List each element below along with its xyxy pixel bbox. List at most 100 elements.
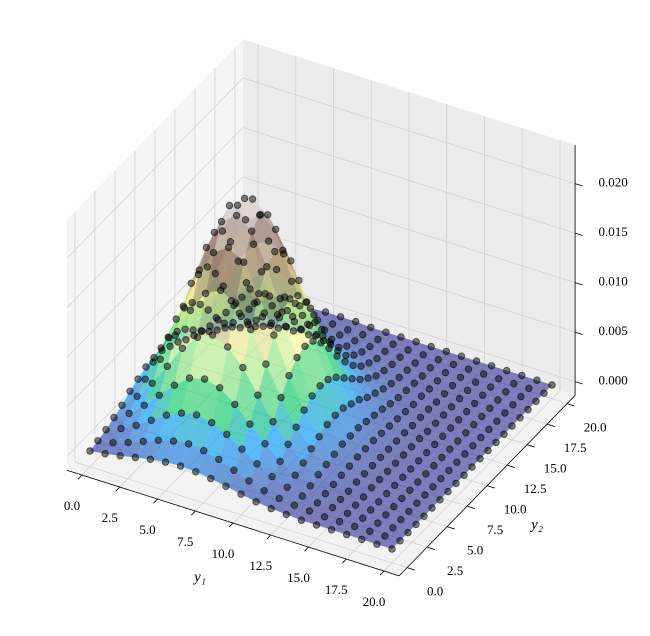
surface-patch (427, 423, 451, 437)
surface-patch (273, 397, 297, 445)
data-point (315, 433, 323, 441)
data-point (311, 318, 319, 327)
data-point (184, 440, 193, 448)
surface-patch (361, 362, 385, 376)
data-point (148, 379, 156, 387)
data-point (368, 461, 377, 470)
data-point (411, 359, 419, 367)
data-point (285, 371, 293, 380)
surface-patch (121, 405, 145, 429)
surface-patch (303, 448, 327, 475)
data-point (439, 432, 447, 440)
surface-patch (364, 465, 388, 480)
data-point (257, 268, 266, 276)
data-point (294, 292, 302, 300)
surface-patch (441, 449, 465, 463)
surface-patch (475, 374, 499, 387)
data-point (283, 483, 291, 491)
data-point (461, 450, 469, 458)
surface-patch (400, 350, 424, 363)
data-point (358, 535, 366, 544)
surface-patch (480, 429, 504, 443)
data-point (373, 540, 381, 548)
surface-patch (236, 198, 260, 232)
data-point (362, 417, 370, 426)
surface-patch (197, 290, 221, 338)
data-point (330, 450, 338, 458)
data-point (178, 344, 187, 352)
data-point (204, 306, 212, 314)
data-point (358, 348, 366, 356)
data-point (503, 366, 511, 375)
data-point (313, 499, 322, 507)
data-point (215, 455, 223, 464)
data-point (407, 465, 415, 473)
data-point (300, 406, 308, 414)
data-point (343, 509, 352, 518)
surface-patch (402, 469, 426, 482)
surface-patch (122, 379, 146, 406)
data-point (433, 377, 442, 385)
data-point (323, 420, 331, 429)
tick-mark (506, 464, 515, 468)
data-point (438, 453, 446, 462)
surface-patch (424, 486, 448, 500)
surface-patch (289, 357, 313, 411)
surface-patch (429, 380, 453, 394)
data-point (424, 405, 433, 413)
surface-patch (144, 366, 168, 406)
surface-patch (332, 316, 356, 330)
data-point (320, 513, 329, 521)
surface-patch (489, 400, 513, 413)
surface-patch (347, 321, 371, 335)
data-point (207, 419, 216, 427)
data-point (364, 374, 372, 382)
data-point (484, 446, 492, 455)
surface-patch (340, 491, 364, 506)
surface-patch (297, 346, 321, 396)
tick-mark (574, 232, 583, 236)
tick-mark (486, 485, 495, 489)
surface-patch (264, 476, 288, 499)
surface-patch (438, 351, 462, 365)
surface-patch (189, 335, 213, 379)
surface-patch (488, 421, 512, 435)
surface-patch (392, 357, 416, 371)
data-point (375, 498, 383, 506)
surface-patch (369, 339, 393, 352)
surface-patch (440, 470, 464, 484)
surface-patch (195, 450, 219, 479)
y-tick-label: 17.5 (564, 440, 587, 455)
data-point (376, 453, 385, 462)
data-point (540, 389, 548, 397)
data-point (383, 489, 391, 498)
data-point (398, 494, 406, 503)
data-point (258, 313, 267, 321)
data-point (335, 517, 344, 526)
data-point (245, 305, 253, 313)
surface-patch (196, 379, 220, 423)
data-point (337, 471, 346, 479)
data-point (524, 405, 532, 414)
surface-patch (397, 411, 421, 426)
data-point (441, 368, 450, 377)
data-point (343, 342, 351, 350)
surface-patch (350, 427, 374, 449)
surface-patch (408, 341, 432, 355)
data-point (309, 337, 317, 345)
data-point (341, 358, 349, 366)
data-point (469, 442, 477, 450)
data-point (101, 450, 109, 458)
surface-patch (265, 421, 289, 462)
data-point (267, 504, 275, 513)
data-point (423, 427, 432, 436)
surface-patch (211, 387, 235, 435)
surface-patch (389, 418, 413, 433)
data-point (295, 276, 303, 285)
surface-patch (395, 455, 419, 469)
data-point (146, 455, 155, 463)
surface-patch (443, 406, 467, 420)
z-tick-label: 0.000 (598, 373, 627, 388)
data-point (369, 436, 378, 445)
data-point (304, 331, 313, 339)
